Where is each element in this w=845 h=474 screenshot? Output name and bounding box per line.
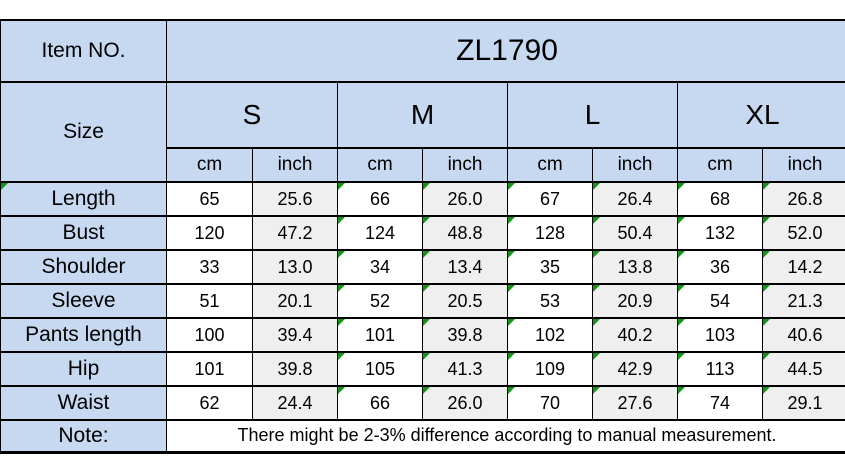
row-label-waist: Waist [0, 385, 167, 421]
measurement-cell: 29.1 [762, 385, 845, 421]
measurement-cell: 26.8 [762, 181, 845, 217]
row-label-pants-length: Pants length [0, 317, 167, 353]
table-row: Bust 120 47.2 124 48.8 128 50.4 132 52.0 [0, 215, 845, 251]
measurement-cell: 50.4 [592, 215, 678, 251]
measurement-cell: 52.0 [762, 215, 845, 251]
unit-header: cm [677, 147, 763, 183]
measurement-cell: 20.5 [422, 283, 508, 319]
size-header-m: M [337, 81, 508, 149]
measurement-cell: 66 [337, 385, 423, 421]
note-label: Note: [0, 419, 167, 454]
size-chart-table: Item NO. ZL1790 Size S M L XL cm inch cm… [0, 19, 845, 454]
measurement-cell: 48.8 [422, 215, 508, 251]
unit-header: cm [337, 147, 423, 183]
measurement-cell: 14.2 [762, 249, 845, 285]
size-header-xl: XL [677, 81, 845, 149]
measurement-cell: 34 [337, 249, 423, 285]
measurement-cell: 24.4 [252, 385, 338, 421]
measurement-cell: 65 [166, 181, 253, 217]
measurement-cell: 36 [677, 249, 763, 285]
item-no-value: ZL1790 [166, 19, 845, 83]
row-label-bust: Bust [0, 215, 167, 251]
measurement-cell: 103 [677, 317, 763, 353]
measurement-cell: 13.0 [252, 249, 338, 285]
measurement-cell: 100 [166, 317, 253, 353]
measurement-cell: 33 [166, 249, 253, 285]
measurement-cell: 13.8 [592, 249, 678, 285]
measurement-cell: 20.9 [592, 283, 678, 319]
measurement-cell: 68 [677, 181, 763, 217]
measurement-cell: 101 [166, 351, 253, 387]
measurement-cell: 67 [507, 181, 593, 217]
measurement-cell: 52 [337, 283, 423, 319]
measurement-cell: 42.9 [592, 351, 678, 387]
row-label-length: Length [0, 181, 167, 217]
measurement-cell: 101 [337, 317, 423, 353]
row-label-shoulder: Shoulder [0, 249, 167, 285]
measurement-cell: 113 [677, 351, 763, 387]
measurement-cell: 74 [677, 385, 763, 421]
measurement-cell: 26.0 [422, 385, 508, 421]
measurement-cell: 132 [677, 215, 763, 251]
measurement-cell: 62 [166, 385, 253, 421]
measurement-cell: 128 [507, 215, 593, 251]
measurement-cell: 41.3 [422, 351, 508, 387]
measurement-cell: 47.2 [252, 215, 338, 251]
measurement-cell: 70 [507, 385, 593, 421]
measurement-cell: 102 [507, 317, 593, 353]
unit-header: inch [252, 147, 338, 183]
table-row: Waist 62 24.4 66 26.0 70 27.6 74 29.1 [0, 385, 845, 421]
table-row: Length 65 25.6 66 26.0 67 26.4 68 26.8 [0, 181, 845, 217]
measurement-cell: 20.1 [252, 283, 338, 319]
size-header-s: S [166, 81, 338, 149]
measurement-cell: 35 [507, 249, 593, 285]
measurement-cell: 13.4 [422, 249, 508, 285]
measurement-cell: 21.3 [762, 283, 845, 319]
measurement-cell: 39.4 [252, 317, 338, 353]
unit-header: inch [592, 147, 678, 183]
row-label-sleeve: Sleeve [0, 283, 167, 319]
table-row: Shoulder 33 13.0 34 13.4 35 13.8 36 14.2 [0, 249, 845, 285]
measurement-cell: 26.0 [422, 181, 508, 217]
unit-header: cm [166, 147, 253, 183]
note-text: There might be 2-3% difference according… [166, 419, 845, 454]
measurement-cell: 40.6 [762, 317, 845, 353]
measurement-cell: 26.4 [592, 181, 678, 217]
item-no-label: Item NO. [0, 19, 167, 83]
unit-header: inch [422, 147, 508, 183]
measurement-cell: 25.6 [252, 181, 338, 217]
measurement-cell: 124 [337, 215, 423, 251]
measurement-cell: 39.8 [422, 317, 508, 353]
table-row: Hip 101 39.8 105 41.3 109 42.9 113 44.5 [0, 351, 845, 387]
measurement-cell: 40.2 [592, 317, 678, 353]
table-row: Pants length 100 39.4 101 39.8 102 40.2 … [0, 317, 845, 353]
table-row: Sleeve 51 20.1 52 20.5 53 20.9 54 21.3 [0, 283, 845, 319]
row-label-hip: Hip [0, 351, 167, 387]
measurement-cell: 54 [677, 283, 763, 319]
measurement-cell: 105 [337, 351, 423, 387]
size-header-l: L [507, 81, 678, 149]
measurement-cell: 66 [337, 181, 423, 217]
measurement-cell: 51 [166, 283, 253, 319]
measurement-cell: 27.6 [592, 385, 678, 421]
measurement-cell: 53 [507, 283, 593, 319]
measurement-cell: 44.5 [762, 351, 845, 387]
unit-header: inch [762, 147, 845, 183]
measurement-cell: 120 [166, 215, 253, 251]
unit-header: cm [507, 147, 593, 183]
measurement-cell: 39.8 [252, 351, 338, 387]
measurement-cell: 109 [507, 351, 593, 387]
size-label: Size [0, 81, 167, 183]
